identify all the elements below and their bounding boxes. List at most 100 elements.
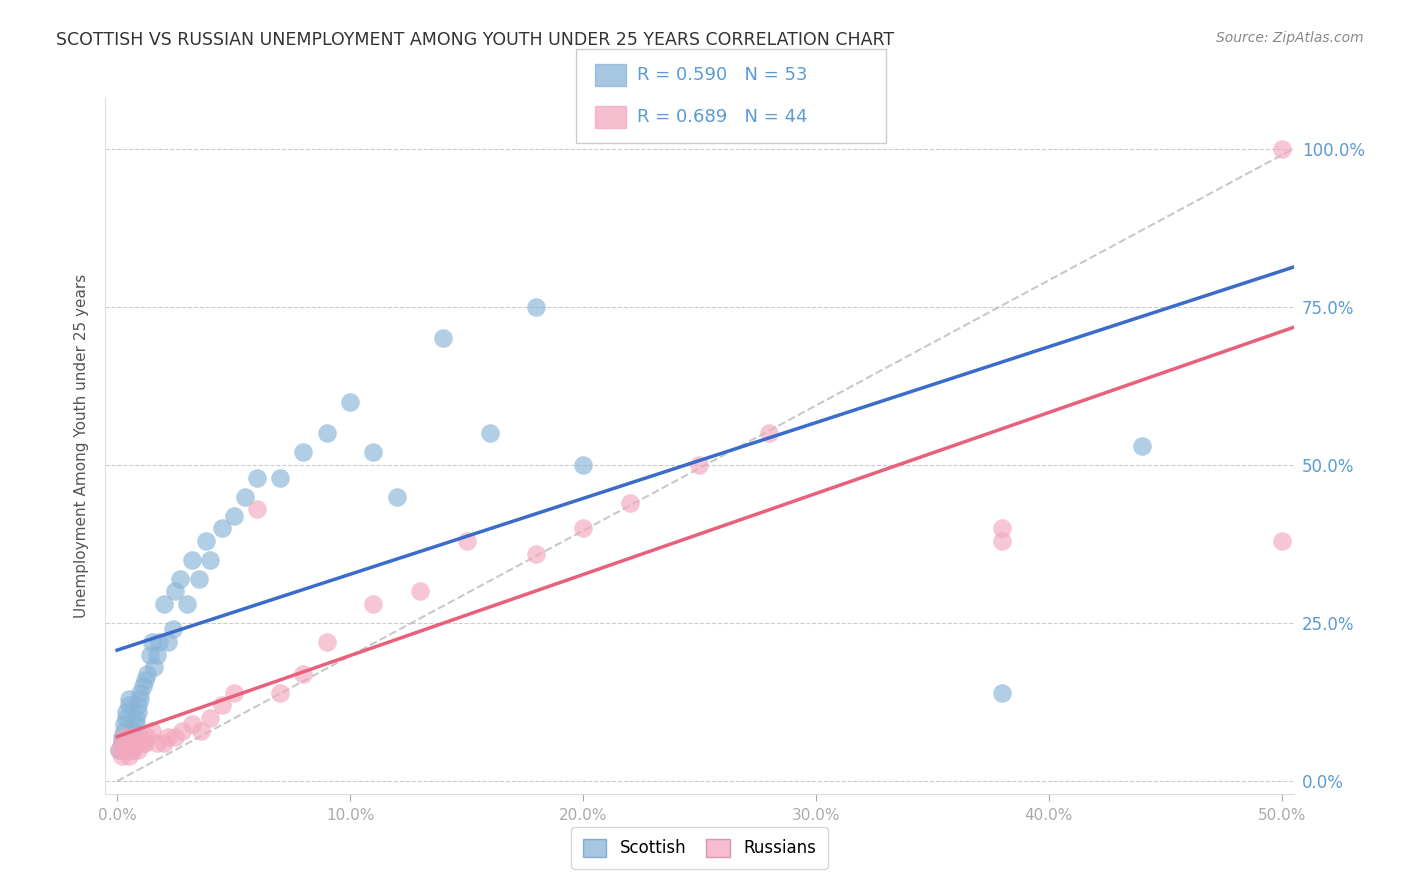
Point <box>169 572 191 586</box>
Point <box>991 521 1014 535</box>
Point <box>211 698 233 713</box>
Point <box>180 717 202 731</box>
Point <box>118 698 141 713</box>
Point <box>127 742 149 756</box>
Point <box>526 547 548 561</box>
Point <box>1130 439 1153 453</box>
Point <box>136 666 159 681</box>
Point <box>115 736 138 750</box>
Point <box>409 584 432 599</box>
Point <box>190 723 212 738</box>
Point <box>162 623 184 637</box>
Point <box>138 648 160 662</box>
Point <box>120 742 142 756</box>
Point <box>339 394 361 409</box>
Point <box>136 730 159 744</box>
Point <box>991 686 1014 700</box>
Point <box>456 533 478 548</box>
Text: SCOTTISH VS RUSSIAN UNEMPLOYMENT AMONG YOUTH UNDER 25 YEARS CORRELATION CHART: SCOTTISH VS RUSSIAN UNEMPLOYMENT AMONG Y… <box>56 31 894 49</box>
Point <box>619 496 641 510</box>
Point <box>187 572 209 586</box>
Point <box>125 736 148 750</box>
Point <box>222 686 245 700</box>
Point <box>127 705 149 719</box>
Point <box>108 742 131 756</box>
Point <box>132 679 155 693</box>
Point <box>315 635 337 649</box>
Point <box>1271 533 1294 548</box>
Point <box>315 426 337 441</box>
Point <box>152 736 174 750</box>
Point <box>233 490 256 504</box>
Point <box>758 426 780 441</box>
Legend: Scottish, Russians: Scottish, Russians <box>571 827 828 869</box>
Point <box>292 445 315 459</box>
Point <box>385 490 408 504</box>
Point <box>134 736 156 750</box>
Point <box>180 553 202 567</box>
Point <box>108 742 131 756</box>
Text: R = 0.689   N = 44: R = 0.689 N = 44 <box>637 108 807 126</box>
Point <box>120 736 142 750</box>
Point <box>141 635 163 649</box>
Point <box>246 502 269 516</box>
Point <box>991 533 1014 548</box>
Point <box>432 331 454 345</box>
Point <box>143 660 166 674</box>
Point <box>572 458 595 472</box>
Point <box>165 584 187 599</box>
Point <box>111 730 134 744</box>
Point <box>112 742 135 756</box>
Point <box>157 730 180 744</box>
Point <box>115 711 138 725</box>
Point <box>118 692 141 706</box>
Point <box>157 635 180 649</box>
Point <box>689 458 711 472</box>
Point <box>125 711 148 725</box>
Point <box>1271 142 1294 156</box>
Point <box>111 748 134 763</box>
Point <box>122 723 145 738</box>
Point <box>148 635 170 649</box>
Point <box>112 723 135 738</box>
Point <box>129 692 152 706</box>
Point <box>363 597 385 611</box>
Point <box>122 742 145 756</box>
Point <box>145 648 167 662</box>
Point <box>211 521 233 535</box>
Point <box>165 730 187 744</box>
Point <box>125 717 148 731</box>
Point <box>122 730 145 744</box>
Point <box>132 736 155 750</box>
Point <box>176 597 198 611</box>
Point <box>246 470 269 484</box>
Point <box>141 723 163 738</box>
Point <box>145 736 167 750</box>
Point <box>572 521 595 535</box>
Point <box>111 736 134 750</box>
Point <box>134 673 156 687</box>
Point <box>111 736 134 750</box>
Point <box>222 508 245 523</box>
Point <box>194 533 217 548</box>
Point <box>526 300 548 314</box>
Point <box>112 730 135 744</box>
Text: Source: ZipAtlas.com: Source: ZipAtlas.com <box>1216 31 1364 45</box>
Point <box>129 686 152 700</box>
Point <box>200 711 222 725</box>
Point <box>478 426 501 441</box>
Point <box>112 717 135 731</box>
Point <box>292 666 315 681</box>
Point <box>118 748 141 763</box>
Point <box>363 445 385 459</box>
Point <box>172 723 194 738</box>
Point <box>129 730 152 744</box>
Text: R = 0.590   N = 53: R = 0.590 N = 53 <box>637 66 807 84</box>
Point <box>269 686 291 700</box>
Point <box>127 698 149 713</box>
Y-axis label: Unemployment Among Youth under 25 years: Unemployment Among Youth under 25 years <box>75 274 90 618</box>
Point <box>115 705 138 719</box>
Point <box>152 597 174 611</box>
Point <box>118 742 141 756</box>
Point <box>120 736 142 750</box>
